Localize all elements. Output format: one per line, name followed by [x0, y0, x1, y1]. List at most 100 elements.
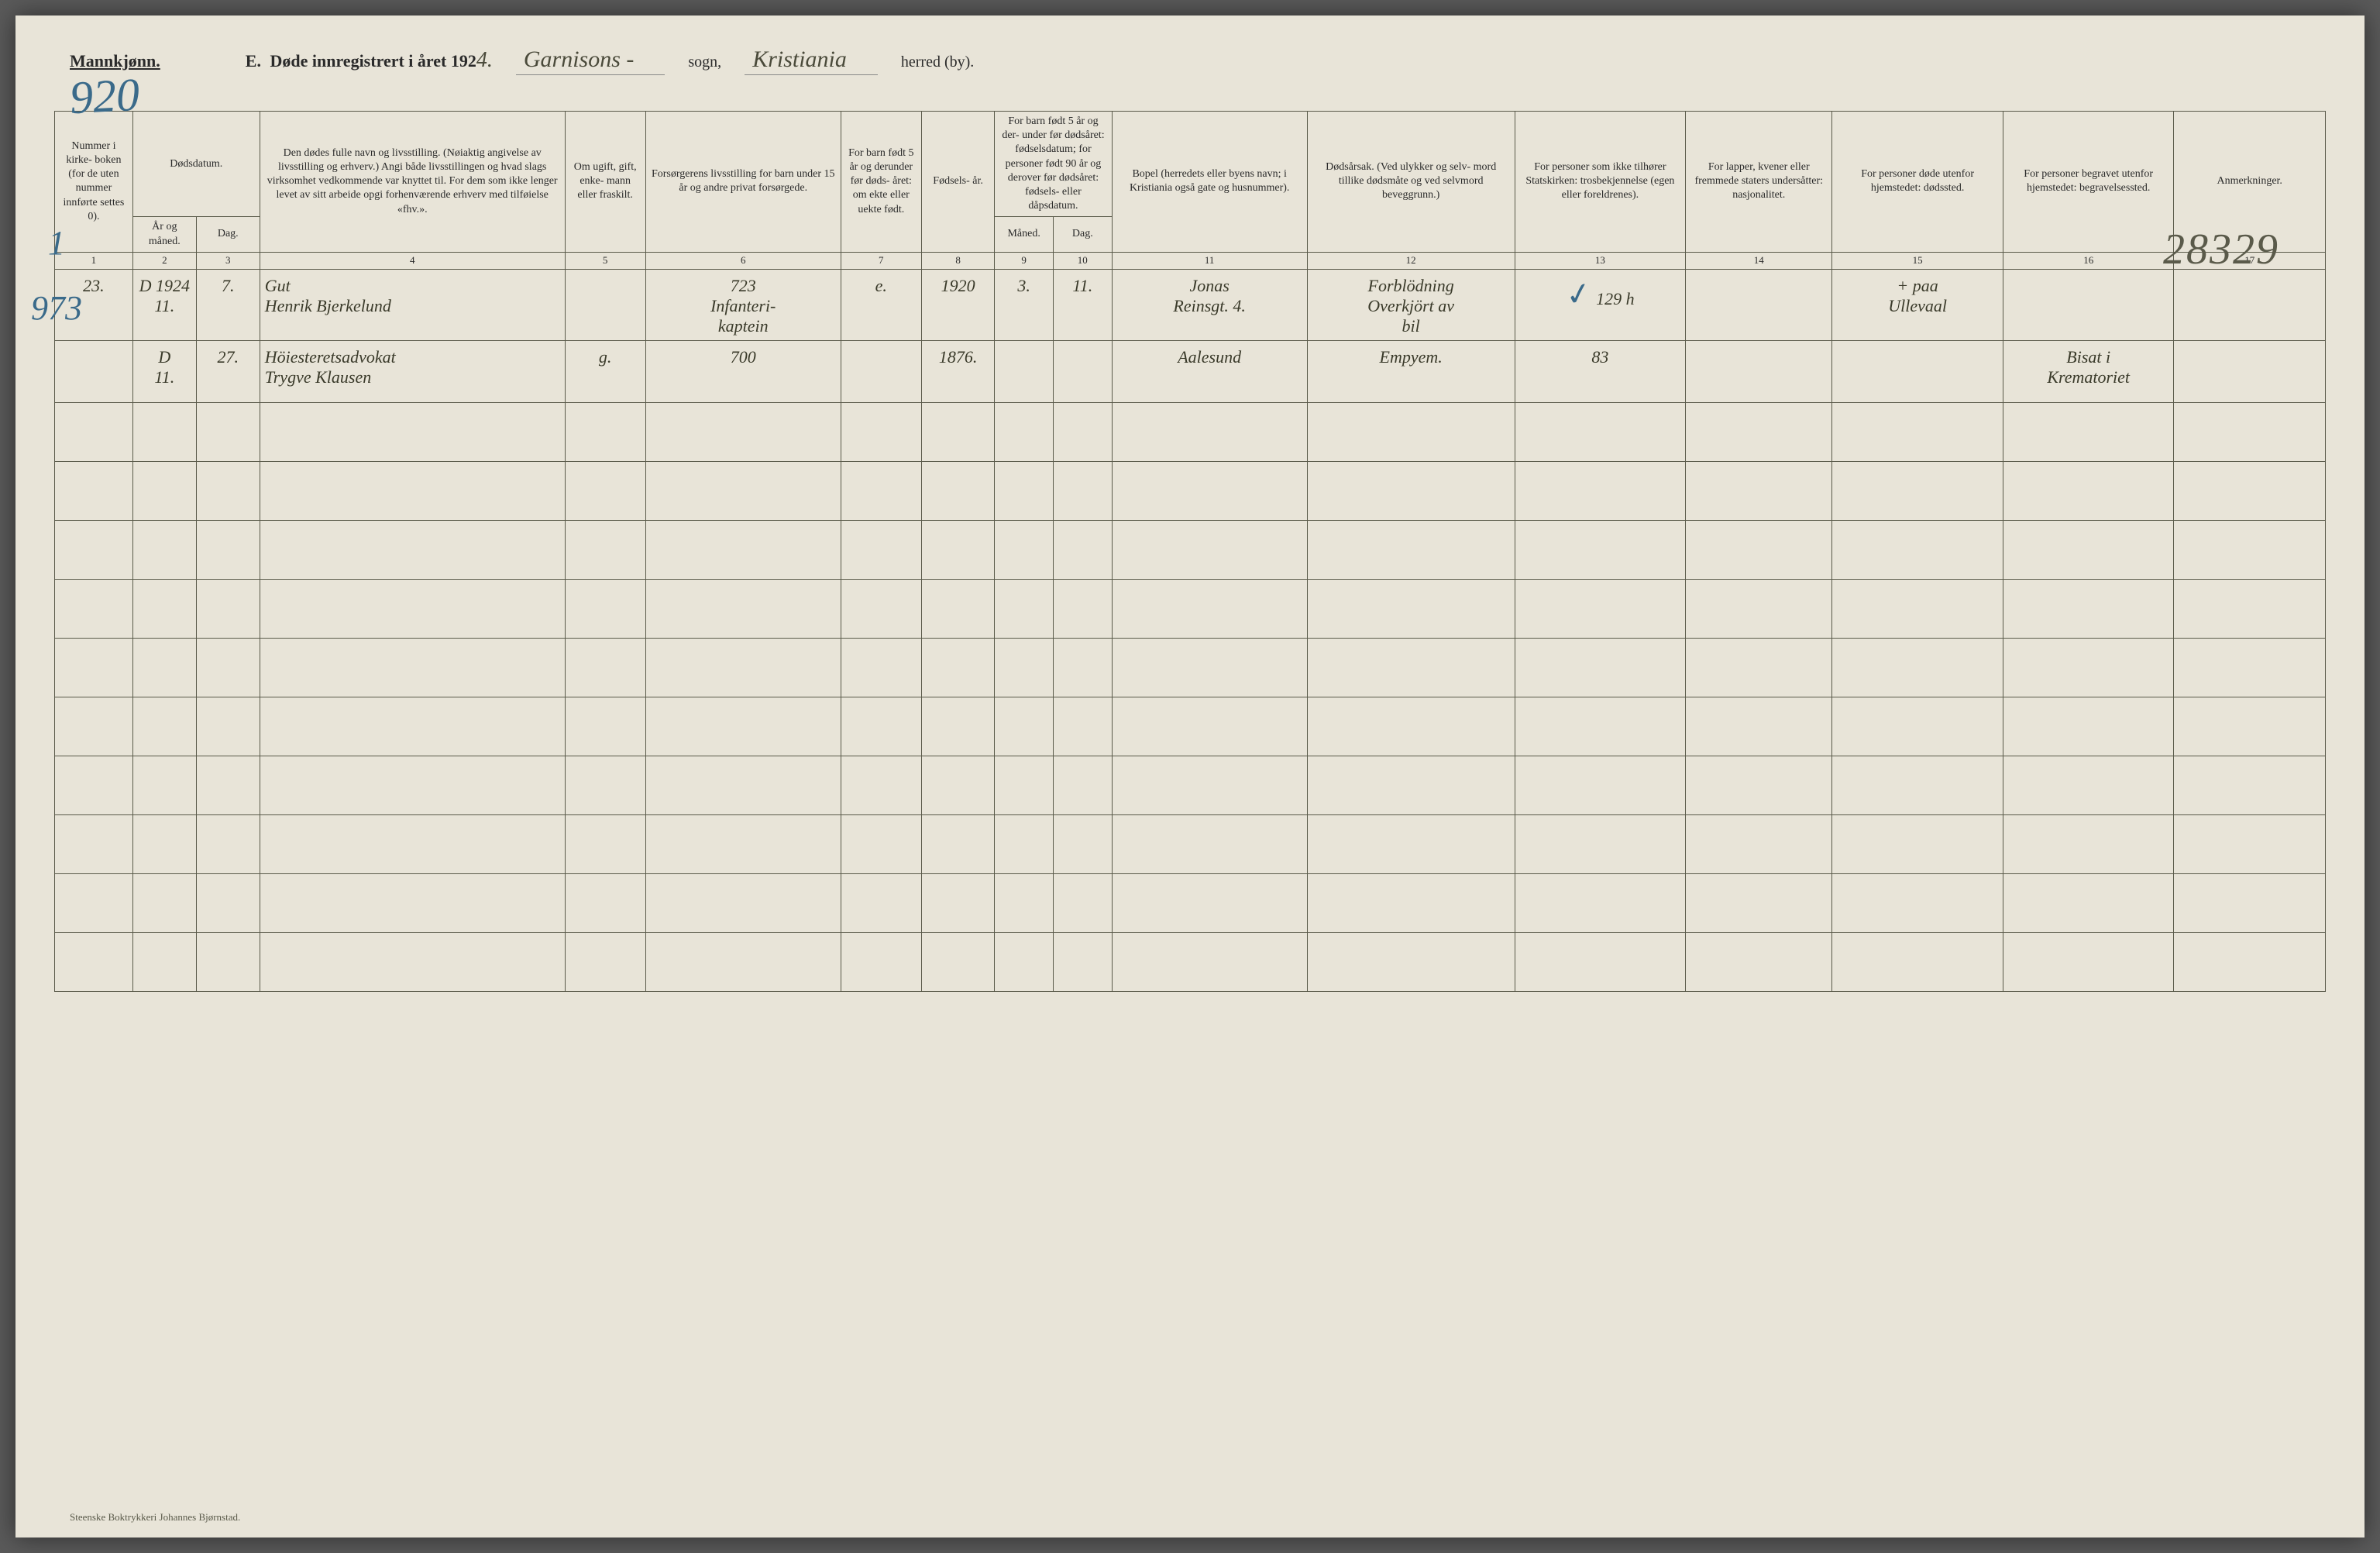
table-cell — [132, 814, 196, 873]
table-cell — [1515, 402, 1686, 461]
table-cell — [1515, 756, 1686, 814]
colnum: 10 — [1053, 252, 1112, 269]
table-cell — [1053, 756, 1112, 814]
table-cell — [2174, 402, 2326, 461]
table-cell — [2003, 697, 2174, 756]
table-cell — [921, 461, 995, 520]
table-cell — [645, 638, 841, 697]
table-row — [55, 814, 2326, 873]
table-cell — [645, 697, 841, 756]
table-cell — [1686, 697, 1832, 756]
table-body: 23.D 192411.7.GutHenrik Bjerkelund723Inf… — [55, 269, 2326, 991]
table-cell — [995, 756, 1054, 814]
colnum: 15 — [1832, 252, 2003, 269]
table-row — [55, 520, 2326, 579]
table-cell — [921, 873, 995, 932]
table-cell — [1832, 756, 2003, 814]
table-cell — [132, 638, 196, 697]
table-cell — [565, 520, 645, 579]
table-cell — [1053, 873, 1112, 932]
table-cell — [55, 932, 133, 991]
table-cell — [841, 579, 921, 638]
parish-label: sogn, — [688, 53, 721, 71]
table-cell — [995, 638, 1054, 697]
col-header-deathdate: Dødsdatum. — [132, 112, 260, 217]
title-letter: E. — [246, 51, 261, 71]
table-cell — [55, 402, 133, 461]
table-cell — [260, 697, 565, 756]
table-cell — [132, 756, 196, 814]
table-cell — [1053, 520, 1112, 579]
col-header-legit: For barn født 5 år og derunder før døds-… — [841, 112, 921, 253]
table-cell — [196, 520, 260, 579]
col-header-name: Den dødes fulle navn og livsstilling. (N… — [260, 112, 565, 253]
table-cell: 83 — [1515, 340, 1686, 402]
table-cell — [196, 402, 260, 461]
table-cell — [55, 873, 133, 932]
table-cell — [1112, 756, 1307, 814]
table-cell — [2174, 579, 2326, 638]
col-header-marital: Om ugift, gift, enke- mann eller fraskil… — [565, 112, 645, 253]
table-cell — [841, 520, 921, 579]
table-cell — [1053, 638, 1112, 697]
table-cell: 723Infanteri-kaptein — [645, 269, 841, 340]
table-cell: 7. — [196, 269, 260, 340]
col-subheader-day: Dag. — [196, 217, 260, 252]
table-cell — [841, 814, 921, 873]
table-cell — [565, 402, 645, 461]
col-header-num: Nummer i kirke- boken (for de uten numme… — [55, 112, 133, 253]
colnum: 11 — [1112, 252, 1307, 269]
colnum: 13 — [1515, 252, 1686, 269]
table-cell — [921, 579, 995, 638]
table-cell: ForblödningOverkjört avbil — [1307, 269, 1515, 340]
table-cell — [196, 756, 260, 814]
table-cell — [565, 697, 645, 756]
table-cell — [995, 461, 1054, 520]
table-row — [55, 461, 2326, 520]
table-cell — [2003, 638, 2174, 697]
table-cell — [1307, 579, 1515, 638]
table-cell — [1307, 873, 1515, 932]
table-cell — [260, 520, 565, 579]
table-cell — [1053, 697, 1112, 756]
table-cell — [1686, 814, 1832, 873]
district-label: herred (by). — [901, 53, 974, 71]
table-cell — [2003, 461, 2174, 520]
table-cell — [995, 697, 1054, 756]
table-cell: D11. — [132, 340, 196, 402]
table-cell — [55, 520, 133, 579]
col-header-residence: Bopel (herredets eller byens navn; i Kri… — [1112, 112, 1307, 253]
table-row — [55, 638, 2326, 697]
table-cell — [1515, 638, 1686, 697]
table-cell — [1112, 520, 1307, 579]
table-cell: 27. — [196, 340, 260, 402]
table-cell — [55, 461, 133, 520]
table-cell — [1515, 873, 1686, 932]
col-header-burialplace: For personer begravet utenfor hjemstedet… — [2003, 112, 2174, 253]
table-cell — [841, 756, 921, 814]
table-cell — [196, 932, 260, 991]
table-cell — [1832, 340, 2003, 402]
table-cell — [645, 402, 841, 461]
table-cell — [1053, 402, 1112, 461]
table-cell — [1112, 932, 1307, 991]
table-cell — [1832, 579, 2003, 638]
table-cell: GutHenrik Bjerkelund — [260, 269, 565, 340]
col-header-deathplace: For personer døde utenfor hjemstedet: dø… — [1832, 112, 2003, 253]
table-cell — [260, 814, 565, 873]
table-cell — [1307, 638, 1515, 697]
table-cell — [1686, 340, 1832, 402]
table-cell — [841, 402, 921, 461]
year-suffix: 4. — [476, 48, 493, 72]
table-cell — [995, 520, 1054, 579]
table-cell — [1686, 932, 1832, 991]
colnum: 2 — [132, 252, 196, 269]
table-cell — [2174, 269, 2326, 340]
table-cell — [565, 269, 645, 340]
stamp-number: 28329 — [2163, 225, 2279, 274]
table-cell — [1832, 873, 2003, 932]
table-cell — [645, 932, 841, 991]
table-cell — [1307, 756, 1515, 814]
table-cell — [2174, 520, 2326, 579]
table-cell — [1053, 814, 1112, 873]
